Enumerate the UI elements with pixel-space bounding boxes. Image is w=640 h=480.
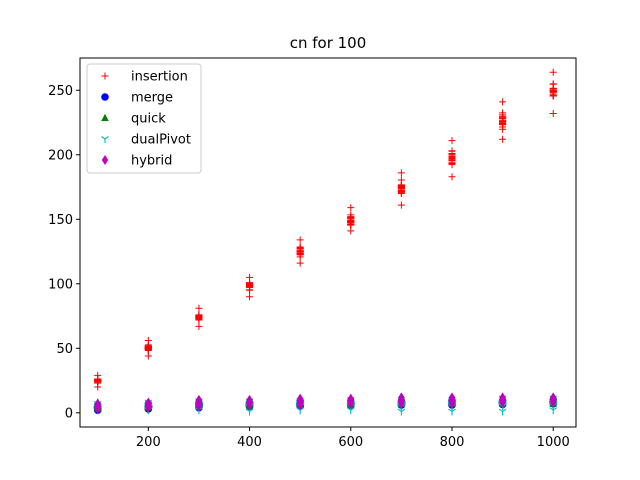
y-tick-label: 50: [56, 342, 73, 357]
data-point: [397, 181, 405, 189]
y-tick-label: 150: [48, 213, 73, 228]
legend-entry-hybrid: hybrid: [101, 154, 172, 169]
y-tick-label: 100: [48, 277, 73, 292]
legend-label: dualPivot: [131, 133, 191, 148]
data-point: [246, 279, 254, 287]
legend-marker: [101, 113, 109, 121]
data-point: [346, 407, 355, 415]
data-point: [448, 137, 456, 145]
data-point: [296, 249, 304, 257]
data-point: [94, 401, 101, 412]
data-point: [397, 188, 405, 196]
plot-frame: [79, 57, 577, 428]
data-point: [94, 379, 102, 387]
series-insertion: [94, 68, 557, 391]
data-point: [195, 322, 203, 330]
legend-marker: [101, 155, 109, 165]
data-point: [498, 408, 507, 416]
data-point: [499, 111, 507, 119]
legend-entry-merge: merge: [101, 91, 173, 106]
data-point: [246, 397, 253, 408]
data-point: [499, 394, 506, 405]
data-point: [448, 395, 456, 406]
data-point: [144, 343, 152, 351]
data-point: [549, 90, 557, 98]
chart-title: cn for 100: [290, 34, 367, 52]
data-point: [499, 98, 507, 106]
data-point: [549, 109, 557, 117]
data-point: [246, 286, 254, 294]
data-point: [195, 313, 203, 321]
data-point: [550, 394, 557, 405]
x-tick-label: 800: [440, 435, 465, 450]
legend-marker: [101, 93, 109, 101]
data-point: [195, 398, 203, 409]
y-tick-label: 0: [65, 406, 73, 421]
data-point: [549, 407, 558, 415]
data-point: [398, 395, 405, 406]
legend-entry-quick: quick: [101, 112, 166, 127]
data-point: [296, 259, 304, 267]
data-point: [245, 408, 254, 416]
legend: insertion merge quick dualPivot hybrid: [86, 63, 202, 174]
x-tick-label: 400: [237, 435, 262, 450]
data-point: [397, 201, 405, 209]
data-point: [397, 169, 405, 177]
data-point: [549, 80, 557, 88]
data-point: [296, 397, 304, 408]
data-point: [499, 135, 507, 143]
legend-label: insertion: [131, 70, 188, 85]
data-point: [549, 68, 557, 76]
data-point: [145, 399, 152, 410]
legend-entry-insertion: insertion: [101, 70, 188, 85]
data-point: [499, 119, 507, 127]
marks-layer: [93, 68, 558, 416]
data-point: [397, 408, 406, 416]
data-point: [296, 236, 304, 244]
data-point: [448, 160, 456, 168]
legend-label: quick: [131, 112, 166, 127]
legend-marker: [101, 72, 109, 80]
y-tick-label: 200: [48, 148, 73, 163]
x-tick-label: 200: [136, 435, 161, 450]
x-tick-label: 1000: [537, 435, 570, 450]
legend-marker: [101, 136, 109, 143]
legend-label: hybrid: [131, 154, 172, 169]
legend-label: merge: [131, 91, 173, 106]
data-point: [448, 408, 456, 416]
y-tick-label: 250: [48, 84, 73, 99]
series-hybrid: [94, 392, 557, 414]
data-point: [448, 152, 456, 160]
data-point: [195, 304, 203, 312]
data-point: [347, 396, 354, 407]
data-point: [347, 220, 355, 228]
x-tick-label: 600: [338, 435, 363, 450]
ticks-layer: 200 400 600 800 1000 0 50 100 150 200 250: [48, 84, 570, 450]
data-point: [347, 204, 355, 212]
legend-entry-dualpivot: dualPivot: [101, 133, 191, 148]
legend-box: [86, 63, 202, 174]
data-point: [296, 407, 304, 415]
data-point: [448, 173, 456, 181]
data-point: [246, 293, 254, 301]
